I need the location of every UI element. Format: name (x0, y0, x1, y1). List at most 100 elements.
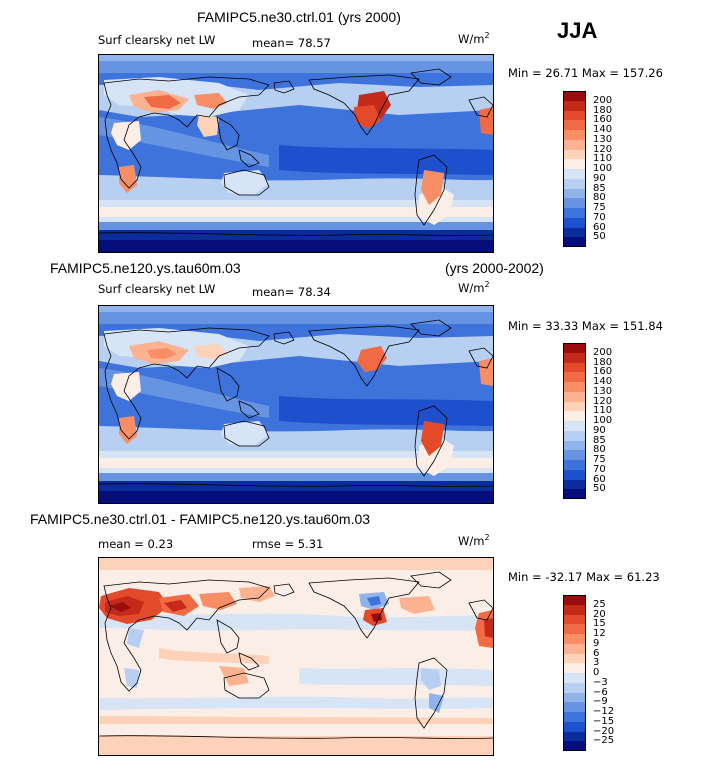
panel2-cbar-swatch-2 (564, 362, 585, 373)
panel3-level-label: 6 (593, 647, 600, 659)
panel3-level-label: 9 (593, 637, 600, 649)
panel1-units-exp: 2 (484, 31, 490, 40)
panel2-cbar-swatch-6 (564, 401, 585, 412)
panel2-level-label: 120 (593, 395, 613, 407)
panel1-level-label: 130 (593, 133, 613, 145)
panel1-level-label: 200 (593, 94, 613, 106)
panel3-cbar-swatch-12 (564, 712, 585, 722)
panel2-units-base: W/m (458, 280, 485, 295)
panel3-cbar-swatch-8 (564, 673, 585, 683)
panel1-level-label: 70 (593, 211, 606, 223)
panel3-minmax: Min = -32.17 Max = 61.23 (508, 570, 660, 584)
panel2-map-svg (99, 306, 493, 503)
panel1-level-label: 140 (593, 124, 613, 135)
panel2-years: (yrs 2000-2002) (445, 260, 544, 276)
panel2-level-label: 130 (593, 385, 613, 397)
panel2-cbar-swatch-7 (564, 411, 585, 421)
panel3-cbar-swatch-1 (564, 604, 585, 615)
panel1-level-label: 120 (593, 143, 613, 155)
panel2-level-label: 50 (593, 483, 606, 495)
panel3-level-label: 20 (593, 608, 606, 620)
panel1-level-label: 50 (593, 231, 606, 243)
panel2-level-label: 75 (593, 454, 606, 465)
panel1-cbar-swatch-10 (564, 188, 585, 199)
panel3-cbar-swatch-5 (564, 643, 585, 654)
panel2-variable: Surf clearsky net LW (98, 282, 216, 296)
panel2-cbar-swatch-13 (564, 469, 585, 480)
panel2-level-label: 140 (593, 376, 613, 387)
panel3-title: FAMIPC5.ne30.ctrl.01 - FAMIPC5.ne120.ys.… (30, 511, 371, 527)
panel3-level-label: −3 (593, 676, 608, 688)
panel1-level-label: 160 (593, 114, 613, 126)
panel3-cbar-swatch-7 (564, 663, 585, 673)
panel3-units-base: W/m (458, 533, 485, 548)
panel1-cbar-swatch-1 (564, 100, 585, 111)
panel3-map (98, 557, 494, 756)
panel2-cbar-swatch-3 (564, 372, 585, 382)
panel2-units: W/m2 (458, 281, 490, 294)
panel2-cbar-swatch-10 (564, 440, 585, 451)
panel2-colorbar-frame (563, 343, 586, 499)
panel3-cbar-swatch-11 (564, 702, 585, 712)
panel2-cbar-swatch-9 (564, 430, 585, 441)
panel2-units-exp: 2 (484, 280, 490, 289)
panel1-minmax: Min = 26.71 Max = 157.26 (508, 66, 663, 80)
panel2-map (98, 305, 494, 504)
panel1-cbar-swatch-4 (564, 130, 585, 140)
panel2-level-label: 200 (593, 346, 613, 358)
panel1-level-label: 110 (593, 153, 613, 165)
panel3-level-label: −25 (593, 735, 615, 747)
panel3-colorbar-frame (563, 595, 586, 751)
panel2-level-label: 85 (593, 434, 606, 446)
panel1-level-label: 90 (593, 172, 606, 184)
panel3-units-exp: 2 (484, 533, 490, 542)
panel3-cbar-swatch-0 (564, 595, 585, 605)
panel3-cbar-swatch-4 (564, 634, 585, 644)
panel2-cbar-swatch-0 (564, 343, 585, 353)
panel2-cbar-swatch-5 (564, 391, 585, 402)
panel2-cbar-swatch-4 (564, 382, 585, 392)
panel2-cbar-swatch-11 (564, 450, 585, 460)
panel2-cbar-swatch-14 (564, 479, 585, 490)
panel1-cbar-swatch-9 (564, 178, 585, 189)
panel1-map-svg (99, 55, 493, 252)
panel1-mean: mean= 78.57 (252, 36, 331, 50)
panel2-level-label: 160 (593, 366, 613, 378)
panel2-title: FAMIPC5.ne120.ys.tau60m.03 (50, 260, 241, 276)
panel1-units-base: W/m (458, 31, 485, 46)
panel3-units: W/m2 (458, 534, 490, 547)
panel1-level-label: 180 (593, 104, 613, 116)
panel1-cbar-swatch-0 (564, 91, 585, 101)
panel1-level-label: 100 (593, 163, 613, 174)
panel2-level-label: 60 (593, 473, 606, 485)
panel1-cbar-swatch-6 (564, 149, 585, 160)
panel3-cbar-swatch-15 (564, 741, 585, 751)
panel2-minmax: Min = 33.33 Max = 151.84 (508, 319, 663, 333)
panel3-cbar-swatch-9 (564, 682, 585, 693)
panel1-cbar-swatch-14 (564, 227, 585, 238)
panel1-units: W/m2 (458, 32, 490, 45)
panel2-level-label: 80 (593, 444, 606, 456)
panel1-level-label: 75 (593, 202, 606, 213)
panel3-cbar-swatch-3 (564, 624, 585, 634)
panel1-cbar-swatch-5 (564, 139, 585, 150)
panel2-mean: mean= 78.34 (252, 285, 331, 299)
panel1-colorbar (563, 91, 586, 247)
panel2-cbar-swatch-8 (564, 421, 585, 431)
panel2-cbar-swatch-12 (564, 460, 585, 470)
panel3-map-svg (99, 558, 493, 755)
panel1-cbar-swatch-12 (564, 208, 585, 218)
panel1-cbar-swatch-3 (564, 120, 585, 130)
season-label: JJA (557, 18, 598, 43)
panel3-cbar-swatch-6 (564, 653, 585, 664)
panel3-level-label: −6 (593, 686, 608, 698)
panel1-cbar-swatch-15 (564, 237, 585, 247)
panel1-level-label: 85 (593, 182, 606, 194)
panel3-level-label: 15 (593, 618, 606, 630)
panel3-level-label: −15 (593, 715, 615, 727)
panel1-cbar-swatch-7 (564, 159, 585, 169)
panel3-rmse: rmse = 5.31 (252, 537, 324, 551)
panel3-cbar-swatch-2 (564, 614, 585, 625)
panel3-mean: mean = 0.23 (98, 537, 174, 551)
panel1-cbar-swatch-2 (564, 110, 585, 121)
